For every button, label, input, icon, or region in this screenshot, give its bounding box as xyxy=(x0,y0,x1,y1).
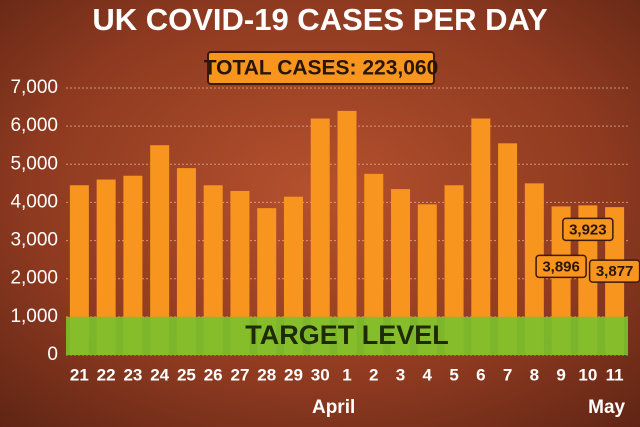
x-tick-label: 2 xyxy=(369,365,378,384)
x-tick-label: 4 xyxy=(423,365,433,384)
x-tick-label: 1 xyxy=(342,365,351,384)
bar xyxy=(337,110,357,355)
x-tick-label: 9 xyxy=(556,365,565,384)
bar xyxy=(444,185,464,355)
bar xyxy=(123,175,143,355)
y-tick-label: 6,000 xyxy=(10,115,58,136)
target-band-label: TARGET LEVEL xyxy=(245,320,449,350)
bar xyxy=(230,190,250,355)
x-tick-label: 5 xyxy=(449,365,458,384)
value-label: 3,896 xyxy=(542,258,580,275)
subtitle-box xyxy=(207,51,435,85)
y-tick-label: 7,000 xyxy=(10,77,58,98)
x-tick-label: 22 xyxy=(97,365,116,384)
subtitle: TOTAL CASES: 223,060 xyxy=(204,57,439,80)
value-label: 3,923 xyxy=(569,221,607,238)
x-tick-label: 24 xyxy=(150,365,169,384)
y-tick-label: 3,000 xyxy=(10,230,58,251)
bar xyxy=(391,189,411,355)
bar xyxy=(364,173,384,355)
bar xyxy=(176,168,196,355)
target-band xyxy=(66,316,628,355)
y-tick-label: 1,000 xyxy=(10,306,58,327)
y-tick-label: 2,000 xyxy=(10,268,58,289)
x-tick-label: 21 xyxy=(70,365,89,384)
x-tick-label: 11 xyxy=(606,365,624,384)
y-tick-label: 0 xyxy=(47,344,58,365)
bar xyxy=(498,143,518,355)
x-tick-label: 8 xyxy=(530,365,539,384)
bar xyxy=(524,183,544,355)
value-label: 3,877 xyxy=(596,263,634,280)
x-tick-label: 28 xyxy=(257,365,276,384)
x-tick-label: 6 xyxy=(476,365,485,384)
x-tick-label: 29 xyxy=(284,365,303,384)
chart-title: UK COVID-19 CASES PER DAY xyxy=(92,2,548,37)
x-tick-label: 7 xyxy=(503,365,512,384)
value-label-box xyxy=(562,217,614,242)
bar xyxy=(203,185,223,355)
bar xyxy=(310,118,330,355)
x-tick-label: 25 xyxy=(177,365,196,384)
x-tick-label: 30 xyxy=(311,365,330,384)
bar xyxy=(96,179,116,355)
x-tick-label: 26 xyxy=(204,365,223,384)
x-tick-label: 3 xyxy=(396,365,405,384)
x-tick-label: 27 xyxy=(230,365,249,384)
bar xyxy=(283,196,303,355)
month-label: April xyxy=(312,397,355,418)
value-label-box xyxy=(535,254,587,279)
y-tick-label: 4,000 xyxy=(10,191,58,212)
month-label: May xyxy=(588,397,625,418)
x-tick-label: 10 xyxy=(578,365,597,384)
bar xyxy=(69,185,89,355)
x-tick-label: 23 xyxy=(123,365,142,384)
y-tick-label: 5,000 xyxy=(10,153,58,174)
bar xyxy=(150,145,170,355)
bar xyxy=(471,118,491,355)
